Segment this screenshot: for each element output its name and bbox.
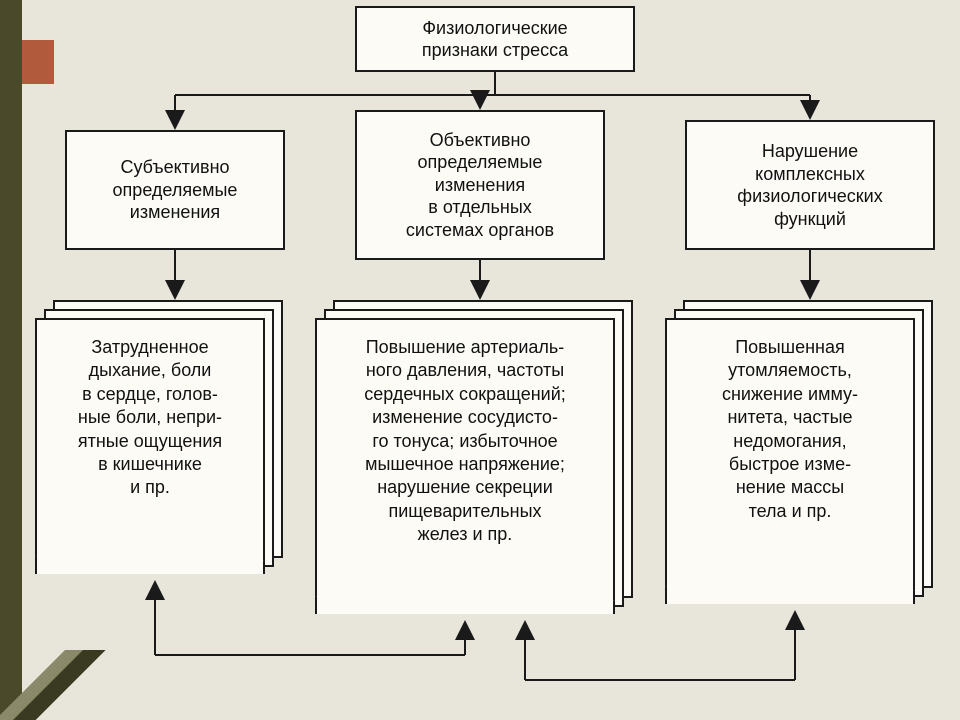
node-detail-1: Затрудненноедыхание, болив сердце, голов…	[35, 300, 285, 580]
diagram-canvas: Физиологическиепризнаки стресса Субъекти…	[25, 0, 960, 720]
node-detail-3: Повышеннаяутомляемость,снижение имму-нит…	[665, 300, 935, 610]
slide-side-bar	[0, 0, 22, 720]
node-branch-3-label: Нарушениекомплексныхфизиологическихфункц…	[737, 140, 882, 230]
node-detail-2: Повышение артериаль-ного давления, часто…	[315, 300, 635, 620]
node-branch-2-label: Объективноопределяемыеизмененияв отдельн…	[406, 129, 554, 242]
node-branch-1: Субъективноопределяемыеизменения	[65, 130, 285, 250]
node-branch-2: Объективноопределяемыеизмененияв отдельн…	[355, 110, 605, 260]
node-branch-3: Нарушениекомплексныхфизиологическихфункц…	[685, 120, 935, 250]
node-detail-3-text: Повышеннаяутомляемость,снижение имму-нит…	[679, 336, 901, 523]
node-detail-1-text: Затрудненноедыхание, болив сердце, голов…	[49, 336, 251, 500]
node-branch-1-label: Субъективноопределяемыеизменения	[113, 156, 238, 224]
node-root: Физиологическиепризнаки стресса	[355, 6, 635, 72]
node-detail-2-text: Повышение артериаль-ного давления, часто…	[329, 336, 601, 547]
node-root-label: Физиологическиепризнаки стресса	[422, 17, 568, 62]
